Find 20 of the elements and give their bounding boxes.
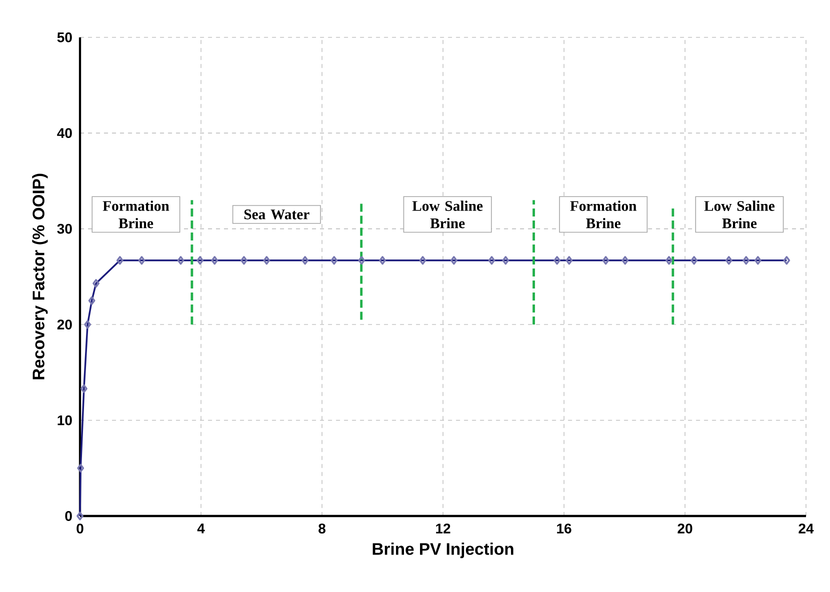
annotation: Low Saline Brine	[412, 200, 483, 228]
annotation: Low Saline Brine	[704, 200, 775, 228]
x-tick-label: 24	[798, 524, 814, 534]
y-tick-label: 10	[58, 415, 72, 426]
y-axis-title: Recovery Factor (% OOIP)	[32, 174, 48, 380]
annotation: Sea Water	[244, 209, 310, 220]
annotation: Formation Brine	[570, 200, 637, 228]
x-tick-label: 0	[76, 524, 84, 534]
y-tick-label: 0	[65, 511, 72, 521]
x-tick-label: 16	[557, 524, 572, 534]
x-tick-label: 12	[436, 524, 450, 534]
y-tick-label: 40	[57, 128, 72, 138]
annotation: Formation Brine	[102, 200, 170, 228]
x-axis-title: Brine PV Injection	[372, 542, 514, 558]
x-tick-label: 4	[197, 524, 205, 534]
x-tick-label: 8	[318, 524, 326, 534]
x-tick-label: 20	[678, 524, 692, 534]
y-tick-label: 20	[57, 320, 72, 330]
y-tick-label: 50	[57, 32, 72, 42]
y-tick-label: 30	[57, 224, 72, 234]
